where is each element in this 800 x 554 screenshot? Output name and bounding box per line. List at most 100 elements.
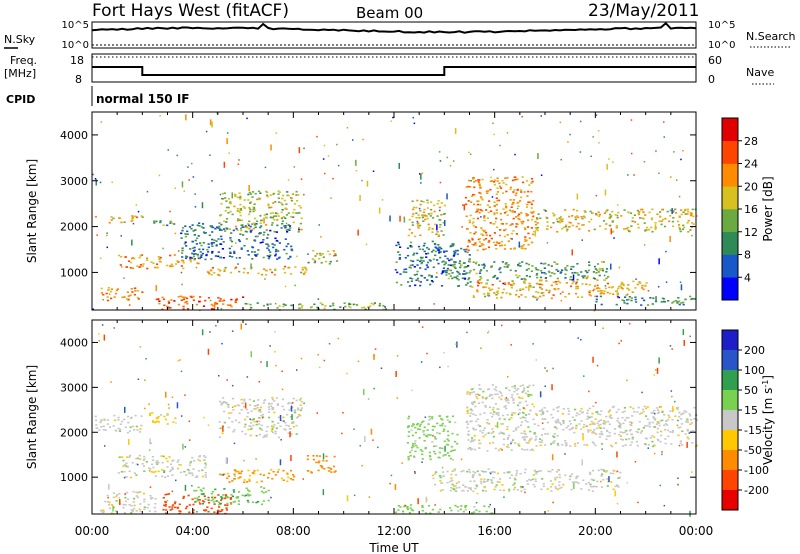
power-cell xyxy=(467,185,470,188)
velocity-speck xyxy=(373,353,375,360)
velocity-speck xyxy=(510,344,512,346)
velocity-cell xyxy=(165,457,168,460)
velocity-cell xyxy=(521,384,525,387)
velocity-cell xyxy=(241,430,244,433)
y-tick-label: 1000 xyxy=(60,266,88,279)
power-cell xyxy=(400,284,403,286)
velocity-cell xyxy=(270,430,273,432)
power-cell xyxy=(599,295,602,298)
power-cell xyxy=(286,191,289,193)
velocity-cell xyxy=(193,497,197,500)
velocity-cell xyxy=(135,457,138,460)
power-cell xyxy=(623,209,626,211)
power-cell xyxy=(505,222,508,225)
power-cell xyxy=(468,221,471,224)
power-cell xyxy=(284,226,287,229)
power-cell xyxy=(210,303,213,306)
velocity-cell xyxy=(442,475,445,477)
power-cell xyxy=(586,271,589,274)
velocity-cell xyxy=(104,500,107,503)
velocity-cell xyxy=(520,490,523,492)
power-cell xyxy=(158,258,161,260)
power-cell xyxy=(107,289,110,291)
power-cell xyxy=(229,201,232,203)
velocity-cell xyxy=(258,417,261,419)
power-cell xyxy=(210,242,213,244)
power-cell xyxy=(225,206,229,209)
power-cell xyxy=(530,270,533,272)
velocity-cell xyxy=(410,429,413,432)
velocity-cell xyxy=(253,420,256,423)
power-cell xyxy=(290,245,293,248)
power-cell xyxy=(485,283,488,285)
power-speck xyxy=(389,215,391,222)
velocity-cell xyxy=(472,440,475,442)
power-speck xyxy=(248,185,250,191)
velocity-cell xyxy=(118,493,121,495)
power-cell xyxy=(418,248,421,250)
power-speck xyxy=(169,210,171,213)
power-cell xyxy=(415,212,418,214)
velocity-cell xyxy=(231,420,234,423)
velocity-cell xyxy=(315,455,319,457)
power-cell xyxy=(570,265,573,268)
power-cell xyxy=(678,226,681,229)
velocity-cell xyxy=(579,410,582,412)
power-cell xyxy=(133,293,136,296)
radar-title: Fort Hays West (fitACF) xyxy=(92,1,289,21)
velocity-colorbar-cells xyxy=(722,330,738,511)
power-cell xyxy=(257,272,260,275)
freq-tick-18: 18 xyxy=(70,54,84,67)
velocity-cell xyxy=(238,421,241,424)
velocity-cell xyxy=(414,431,417,434)
power-cell xyxy=(423,250,426,253)
velocity-cell xyxy=(456,433,459,436)
velocity-cell xyxy=(126,456,129,458)
power-cell xyxy=(136,296,139,299)
velocity-cell xyxy=(423,433,426,436)
power-cell xyxy=(530,190,533,193)
power-speck xyxy=(494,221,497,223)
power-cell xyxy=(448,273,451,275)
velocity-cell xyxy=(215,500,218,502)
power-cell xyxy=(660,301,663,303)
power-cell xyxy=(252,227,255,230)
power-cell xyxy=(417,222,420,224)
velocity-cell xyxy=(496,472,500,475)
power-cell xyxy=(180,237,183,239)
velocity-cell xyxy=(640,412,643,414)
power-cell xyxy=(196,224,199,227)
power-cell xyxy=(636,209,639,212)
power-cell xyxy=(257,249,260,251)
velocity-cell xyxy=(624,444,627,446)
power-cell xyxy=(575,285,578,288)
power-cell xyxy=(343,302,346,304)
power-cell xyxy=(615,303,618,306)
power-cell xyxy=(500,296,503,299)
power-cell xyxy=(495,203,498,206)
colorbar-tick-label: -200 xyxy=(744,484,769,497)
power-cell xyxy=(446,269,449,272)
power-cell xyxy=(475,211,478,213)
power-cell xyxy=(220,235,223,238)
power-cell xyxy=(181,247,184,249)
power-cell xyxy=(606,209,609,211)
velocity-cell xyxy=(524,433,527,436)
power-cell xyxy=(212,241,215,244)
power-cell xyxy=(300,217,303,220)
power-cell xyxy=(633,214,636,216)
power-cell xyxy=(503,235,507,238)
velocity-cell xyxy=(476,397,479,400)
velocity-cell xyxy=(421,506,424,508)
power-cell xyxy=(598,215,601,217)
power-cell xyxy=(468,277,471,279)
power-cell xyxy=(436,247,439,250)
power-cell xyxy=(335,260,339,262)
velocity-cell xyxy=(507,471,510,474)
velocity-cell xyxy=(108,501,111,504)
power-cell xyxy=(503,244,507,246)
power-cell xyxy=(595,298,598,301)
velocity-cell xyxy=(213,501,216,503)
velocity-cell xyxy=(283,428,286,430)
colorbar-tick-label: 16 xyxy=(744,203,758,216)
